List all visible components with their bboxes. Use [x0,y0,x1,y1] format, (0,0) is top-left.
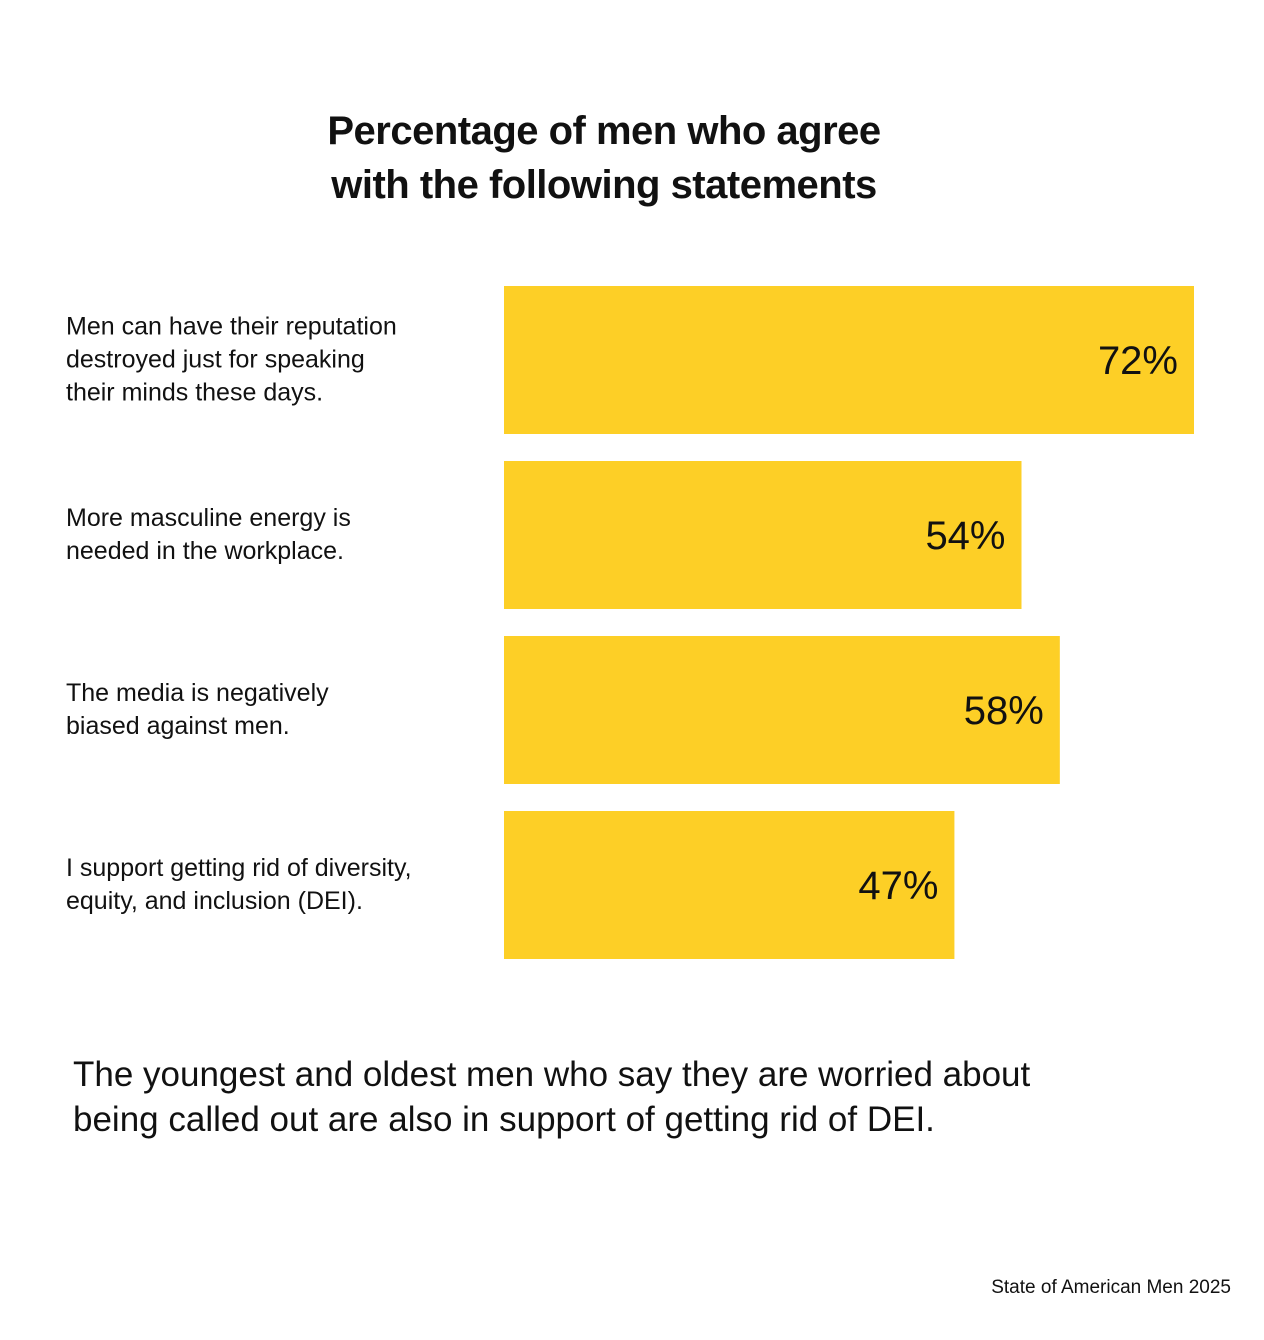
caption-line-1: The youngest and oldest men who say they… [73,1055,1031,1094]
category-label-1: Men can have their reputation destroyed j… [66,311,466,410]
bar-value-label-1: 72% [1098,339,1178,383]
bar-chart: 72% 54% 58% 47% [504,286,1194,959]
category-label-1-line-1: Men can have their reputation [66,312,397,341]
category-label-4-line-1: I support getting rid of diversity, [66,854,412,882]
bar-2 [504,461,1022,609]
category-label-3-line-2: biased against men. [66,712,290,740]
bar-value-label-2: 54% [925,514,1005,558]
category-label-2: More masculine energy is needed in the wo… [66,502,466,568]
caption: The youngest and oldest men who say they… [73,1052,1193,1142]
caption-line-2: being called out are also in support of … [73,1100,935,1139]
category-label-3: The media is negatively biased against me… [66,677,466,743]
category-label-3-line-1: The media is negatively [66,679,329,707]
bar-4 [504,811,955,959]
category-label-4: I support getting rid of diversity, equit… [66,852,466,918]
category-label-1-line-3: their minds these days. [66,378,324,407]
category-label-4-line-2: equity, and inclusion (DEI). [66,887,363,915]
bar-1 [504,286,1194,434]
bar-value-label-3: 58% [964,689,1044,733]
category-label-2-line-2: needed in the workplace. [66,537,344,565]
bar-value-label-4: 47% [858,864,938,908]
category-label-1-line-2: destroyed just for speaking [66,345,365,374]
chart-title-line-2: with the following statements [331,163,877,207]
category-label-2-line-1: More masculine energy is [66,504,351,532]
source-credit: State of American Men 2025 [991,1277,1231,1298]
chart-title: Percentage of men who agree with the fol… [0,104,1208,212]
bar-3 [504,636,1060,784]
chart-title-line-1: Percentage of men who agree [327,109,881,153]
